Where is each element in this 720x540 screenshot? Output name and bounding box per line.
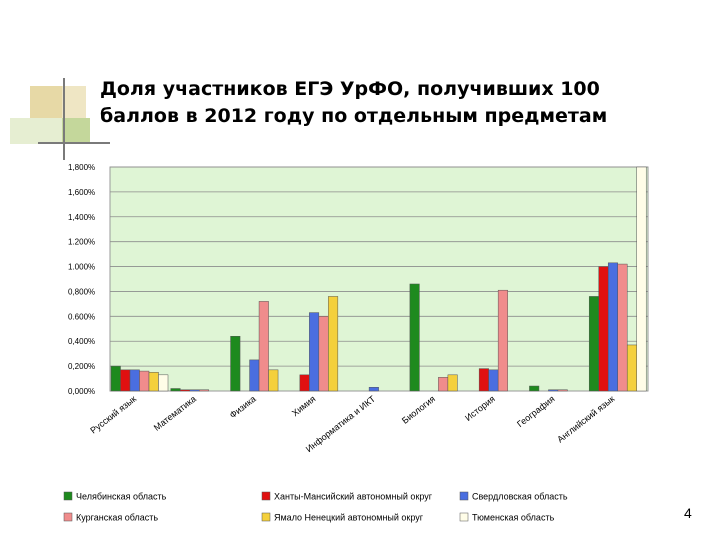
legend-swatch	[63, 512, 73, 522]
bar	[158, 374, 169, 392]
bar	[636, 166, 647, 392]
y-tick-label: 1.200%	[68, 238, 95, 247]
deco-square-beige-small	[62, 86, 86, 118]
legend-label: Ямало Ненецкий автономный округ	[274, 513, 424, 523]
y-tick-label: 0,000%	[68, 387, 95, 396]
bar	[588, 296, 599, 392]
y-tick-label: 0,200%	[68, 362, 95, 371]
bar	[268, 369, 279, 392]
bar	[258, 301, 269, 392]
legend-label: Курганская область	[76, 513, 158, 523]
bar	[199, 389, 210, 392]
legend-swatch	[459, 512, 469, 522]
y-axis-ticks: 0,000% 0,200% 0,400% 0.600% 0,800% 1.000% 1.20…	[68, 163, 95, 396]
bars	[110, 166, 647, 392]
bar	[529, 385, 540, 392]
bar	[129, 369, 140, 392]
bar	[139, 370, 150, 392]
bar	[368, 387, 379, 392]
slide-number: 4	[684, 505, 692, 521]
x-tick-label: Русский язык	[88, 394, 138, 436]
bar	[318, 316, 329, 392]
x-tick-label: География	[515, 394, 557, 430]
bar	[548, 389, 559, 392]
legend-label: Свердловская область	[472, 492, 568, 502]
bar	[309, 312, 320, 392]
bar	[120, 369, 131, 392]
y-tick-label: 0,800%	[68, 287, 95, 296]
bar	[170, 388, 181, 392]
y-tick-label: 1,600%	[68, 188, 95, 197]
y-tick-label: 1,800%	[68, 163, 95, 172]
bar	[447, 374, 458, 392]
x-axis-ticks: Русский язык Математика Физика ХимияИнформа…	[88, 393, 616, 454]
x-tick-label: Биология	[400, 394, 437, 426]
bar	[230, 335, 241, 392]
legend-label: Ханты-Мансийский автономный округ	[274, 492, 433, 502]
bar	[488, 369, 499, 392]
deco-line-horizontal	[38, 142, 110, 144]
bar	[598, 266, 609, 392]
bar	[110, 365, 121, 392]
bar	[328, 296, 339, 392]
x-tick-label: Английский язык	[555, 394, 616, 445]
x-tick-label: Математика	[152, 394, 198, 433]
legend-label: Челябинская область	[76, 492, 167, 502]
x-tick-label: Химия	[290, 394, 318, 419]
bar	[148, 372, 159, 392]
y-tick-label: 1,400%	[68, 213, 95, 222]
bar	[189, 389, 200, 392]
bar	[180, 389, 191, 392]
plot-area	[109, 166, 649, 392]
legend-swatch	[261, 512, 271, 522]
y-tick-label: 1.000%	[68, 263, 95, 272]
bar	[438, 377, 449, 392]
x-tick-label: Физика	[228, 394, 258, 420]
bar	[626, 344, 637, 392]
legend-swatch	[63, 491, 73, 501]
title-line-2: баллов в 2012 году по отдельным предмета…	[100, 105, 608, 127]
bar	[557, 389, 568, 392]
bar	[607, 262, 618, 392]
deco-square-green	[62, 118, 90, 144]
y-tick-label: 0,400%	[68, 337, 95, 346]
title-line-1: Доля участников ЕГЭ УрФО, получивших 100	[100, 78, 600, 100]
legend-label: Тюменская область	[472, 513, 555, 523]
bar	[299, 374, 310, 392]
bar	[249, 359, 260, 392]
deco-line-vertical	[63, 78, 65, 160]
gridlines	[110, 166, 648, 367]
bar	[497, 289, 508, 392]
bar	[617, 263, 628, 392]
bar	[478, 368, 489, 392]
page-title: Доля участников ЕГЭ УрФО, получивших 100…	[100, 76, 700, 130]
legend-swatch	[459, 491, 469, 501]
deco-square-beige	[30, 86, 62, 118]
x-tick-label: История	[463, 394, 497, 423]
legend-swatch	[261, 491, 271, 501]
y-tick-label: 0.600%	[68, 312, 95, 321]
legend: Челябинская область Ханты-Мансийский авто…	[63, 491, 568, 523]
bar	[409, 283, 420, 392]
deco-square-green-light	[10, 118, 62, 144]
